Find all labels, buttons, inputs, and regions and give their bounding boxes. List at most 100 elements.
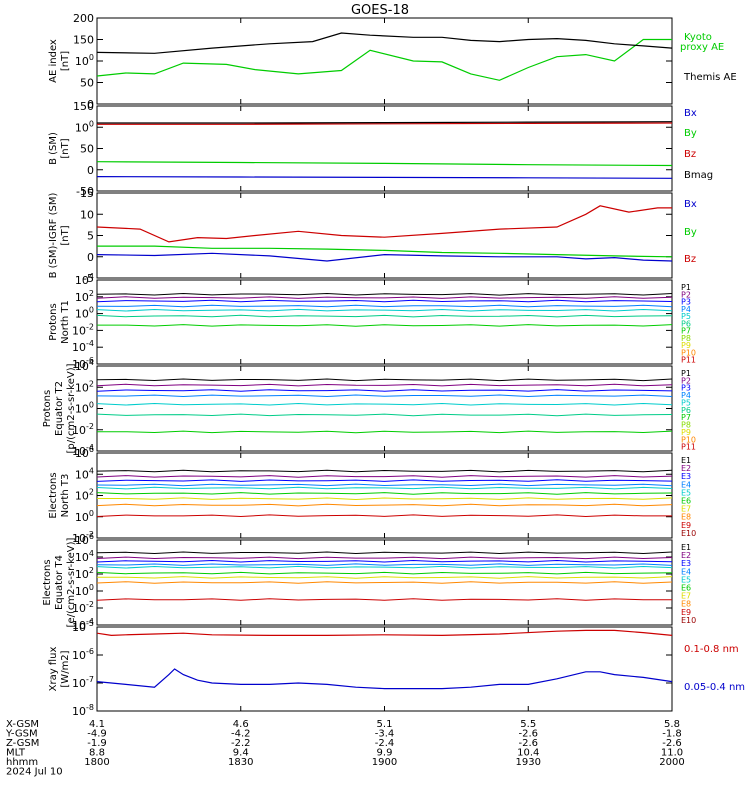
y-tick-label: 10 — [80, 208, 94, 221]
legend-p11: P11 — [681, 443, 696, 452]
legend-e3: E3 — [681, 472, 691, 481]
level-line-electrons-t3-1 — [96, 475, 673, 478]
legend-e5: E5 — [681, 488, 691, 497]
y-tick-label: -50 — [76, 185, 94, 198]
panel-ae: AE index [nT] — [48, 17, 673, 105]
y-tick-label: 104 — [75, 358, 94, 373]
level-line-protons-t1-6 — [97, 324, 673, 327]
y-tick-label: 10-8 — [72, 703, 94, 718]
series-bsm-2 — [97, 122, 673, 125]
level-line-protons-t2-5 — [96, 413, 673, 417]
x-tick-label-z: -2.2 — [231, 738, 251, 749]
level-line-protons-t2-4 — [96, 402, 673, 406]
panel-electrons-t4: Electrons Equator T4 [e/(cm2-s-sr-keV)] — [42, 537, 673, 627]
level-line-protons-t2-2 — [96, 389, 673, 392]
x-tick-label-mlt: 10.4 — [517, 748, 539, 759]
y-tick-label: 10-6 — [72, 356, 94, 371]
panel-frame — [96, 17, 673, 105]
y-tick-label: 10-4 — [72, 339, 94, 354]
y-tick-label: 104 — [75, 272, 94, 287]
y-axis-label: [W/m2] — [60, 650, 71, 687]
legend-b-bmag: Bmag — [684, 170, 713, 181]
chart-title: GOES-18 — [351, 3, 409, 18]
x-row-label: hhmm — [6, 757, 38, 768]
level-line-electrons-t3-6 — [97, 497, 673, 501]
legend-e6: E6 — [681, 584, 691, 593]
legend-e2: E2 — [681, 464, 691, 473]
legend-db-bx: Bx — [684, 199, 697, 210]
panel-bsm: B (SM) [nT] — [48, 105, 673, 192]
legend-p8: P8 — [681, 421, 691, 430]
y-tick-label: 0 — [87, 98, 94, 111]
panel-xray: Xray flux [W/m2] — [48, 626, 673, 712]
y-axis-label: North T1 — [60, 300, 71, 344]
y-axis-label: B (SM)-IGRF (SM) — [48, 193, 59, 279]
y-tick-label: 10-7 — [72, 675, 94, 690]
legend-proxy-ae: proxy AE — [680, 42, 724, 53]
level-line-electrons-t3-3 — [96, 483, 673, 487]
legend-e10: E10 — [681, 616, 696, 625]
level-line-protons-t1-0 — [96, 292, 673, 296]
y-tick-label: 102 — [75, 488, 94, 503]
panel-electrons-t3: Electrons North T3 — [48, 452, 673, 539]
x-row-label: X-GSM — [6, 719, 39, 730]
legend-b-bz: Bz — [684, 149, 696, 160]
level-line-electrons-t3-2 — [96, 479, 673, 482]
x-tick-label-hhmm: 2000 — [659, 757, 684, 768]
level-line-electrons-t4-8 — [96, 598, 673, 601]
x-tick-label-y: -1.8 — [662, 729, 682, 740]
y-tick-label: 10-6 — [72, 647, 94, 662]
y-tick-label: 100 — [75, 306, 94, 321]
y-axis-label: AE index — [48, 39, 59, 83]
series-bsm-1 — [96, 161, 673, 167]
y-tick-label: 150 — [73, 34, 94, 47]
y-tick-label: 106 — [75, 445, 94, 460]
y-tick-label: 50 — [80, 77, 94, 90]
y-tick-label: 10-2 — [72, 530, 94, 545]
y-tick-label: 100 — [75, 583, 94, 598]
y-axis-label: [nT] — [60, 138, 71, 158]
y-tick-label: 150 — [73, 100, 94, 113]
level-line-electrons-t4-0 — [96, 551, 673, 555]
x-tick-label-z: -2.4 — [375, 738, 395, 749]
legend-p4: P4 — [681, 391, 691, 400]
legend-e4: E4 — [681, 480, 691, 489]
legend-e3: E3 — [681, 559, 691, 568]
panel-frame — [96, 279, 673, 365]
y-tick-label: 100 — [75, 53, 94, 68]
y-tick-label: 102 — [75, 289, 94, 304]
x-tick-label-x: 4.6 — [233, 719, 249, 730]
x-tick-label-y: -4.9 — [87, 729, 107, 740]
x-tick-label-x: 5.8 — [664, 719, 680, 730]
legend-e7: E7 — [681, 505, 691, 514]
series-bsm-0 — [96, 176, 673, 179]
level-line-electrons-t4-6 — [97, 576, 673, 579]
x-row-label: MLT — [6, 748, 26, 759]
panel-frame — [96, 626, 673, 712]
legend-p9: P9 — [681, 341, 691, 350]
series-ae-0 — [96, 38, 672, 81]
y-tick-label: 100 — [75, 119, 94, 134]
x-row-label: Z-GSM — [6, 738, 39, 749]
level-line-electrons-t4-2 — [96, 559, 673, 563]
legend-b-bx: Bx — [684, 108, 697, 119]
x-tick-label-hhmm: 1800 — [84, 757, 109, 768]
legend-p7: P7 — [681, 413, 691, 422]
y-tick-label: 102 — [75, 566, 94, 581]
series-bsmigrf-1 — [97, 245, 673, 258]
level-line-protons-t1-4 — [96, 308, 673, 312]
level-line-protons-t2-3 — [96, 394, 673, 398]
legend-p6: P6 — [681, 406, 691, 415]
legend-e10: E10 — [681, 529, 696, 538]
x-tick-label-x: 4.1 — [89, 719, 105, 730]
y-tick-label: 15 — [80, 187, 94, 200]
x-tick-label-z: -2.6 — [662, 738, 682, 749]
y-axis-label: North T3 — [60, 474, 71, 518]
legend-xray-long: 0.1-0.8 nm — [684, 644, 739, 655]
x-tick-label-y: -2.6 — [518, 729, 538, 740]
y-tick-label: 106 — [75, 532, 94, 547]
level-line-protons-t2-6 — [97, 430, 673, 434]
x-tick-label-z: -1.9 — [87, 738, 107, 749]
x-tick-label-mlt: 8.8 — [89, 748, 105, 759]
